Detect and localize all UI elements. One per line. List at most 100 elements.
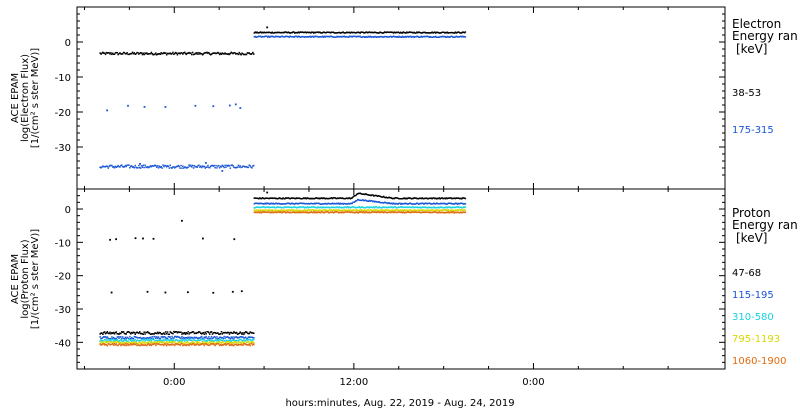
data-point: [120, 336, 122, 338]
data-point: [220, 342, 223, 344]
data-point: [237, 337, 240, 339]
data-point: [181, 167, 183, 169]
data-point: [435, 206, 437, 209]
data-point: [273, 36, 275, 38]
data-point: [310, 197, 312, 200]
data-point: [163, 344, 165, 347]
data-point: [417, 211, 420, 213]
data-point: [246, 166, 249, 169]
data-point: [324, 198, 326, 200]
data-point: [237, 164, 240, 167]
data-point: [161, 333, 163, 335]
data-point: [335, 36, 337, 38]
data-point: [259, 211, 262, 213]
data-point: [340, 32, 343, 34]
data-point: [344, 36, 346, 38]
data-point: [352, 201, 354, 203]
data-point: [285, 212, 287, 214]
data-point: [267, 36, 269, 38]
data-point: [452, 197, 455, 200]
data-point: [138, 164, 140, 167]
data-point: [448, 32, 450, 34]
legend-title: Electron: [732, 17, 781, 31]
data-point: [451, 197, 453, 200]
data-point: [354, 35, 356, 38]
data-point: [253, 203, 256, 205]
data-point: [102, 51, 104, 54]
data-point: [283, 206, 285, 209]
data-point: [386, 202, 388, 204]
data-point: [140, 165, 143, 167]
data-point: [280, 197, 282, 200]
data-point: [440, 206, 442, 208]
data-point: [376, 32, 379, 34]
data-point: [326, 197, 328, 200]
data-point: [417, 197, 419, 200]
data-point: [382, 206, 385, 208]
data-point: [378, 211, 380, 213]
data-point: [371, 194, 373, 196]
data-point: [306, 36, 309, 38]
data-point: [399, 36, 401, 38]
data-point: [143, 344, 145, 346]
data-point: [159, 339, 162, 341]
data-point: [155, 52, 157, 54]
data-point: [249, 165, 251, 167]
data-point: [243, 165, 245, 167]
data-point: [154, 164, 156, 166]
data-point: [209, 53, 211, 55]
data-point: [351, 202, 353, 205]
data-point: [310, 202, 312, 205]
data-point: [430, 211, 432, 214]
data-point: [326, 31, 328, 33]
y-axis-label: log(Electron Flux): [20, 54, 31, 142]
data-point: [195, 336, 197, 339]
data-point: [280, 203, 282, 205]
data-point: [250, 339, 252, 341]
data-point: [127, 164, 129, 166]
data-point: [182, 53, 184, 55]
data-point: [202, 237, 204, 240]
data-point: [326, 203, 328, 205]
data-point: [453, 32, 456, 34]
data-point: [297, 210, 300, 212]
data-point: [178, 340, 180, 342]
data-point: [382, 32, 385, 34]
data-point: [253, 32, 256, 34]
data-point: [300, 202, 302, 204]
data-point: [271, 203, 273, 205]
data-point: [209, 165, 212, 168]
data-point: [211, 337, 214, 340]
data-point: [221, 343, 224, 346]
data-point: [292, 206, 294, 209]
data-point: [399, 198, 401, 200]
data-point: [162, 52, 164, 55]
data-point: [120, 164, 122, 167]
data-point: [349, 202, 352, 205]
data-point: [271, 211, 273, 213]
data-point: [153, 336, 155, 338]
data-point: [462, 197, 465, 199]
data-point: [352, 206, 354, 208]
data-point: [439, 211, 441, 214]
data-point: [394, 211, 397, 213]
data-point: [293, 36, 295, 38]
data-point: [307, 202, 309, 205]
data-point: [406, 206, 408, 208]
data-point: [176, 54, 179, 56]
data-point: [303, 206, 305, 208]
data-point: [159, 338, 162, 340]
data-point: [195, 344, 197, 346]
data-point: [450, 210, 452, 212]
data-point: [208, 166, 210, 169]
data-point: [139, 339, 142, 342]
data-point: [366, 36, 369, 38]
data-point: [146, 290, 149, 293]
data-point: [116, 165, 118, 168]
data-point: [121, 331, 124, 333]
data-point: [142, 339, 144, 341]
series-47-68: [99, 191, 467, 336]
data-point: [158, 53, 161, 55]
data-point: [108, 343, 110, 345]
data-point: [327, 197, 329, 200]
